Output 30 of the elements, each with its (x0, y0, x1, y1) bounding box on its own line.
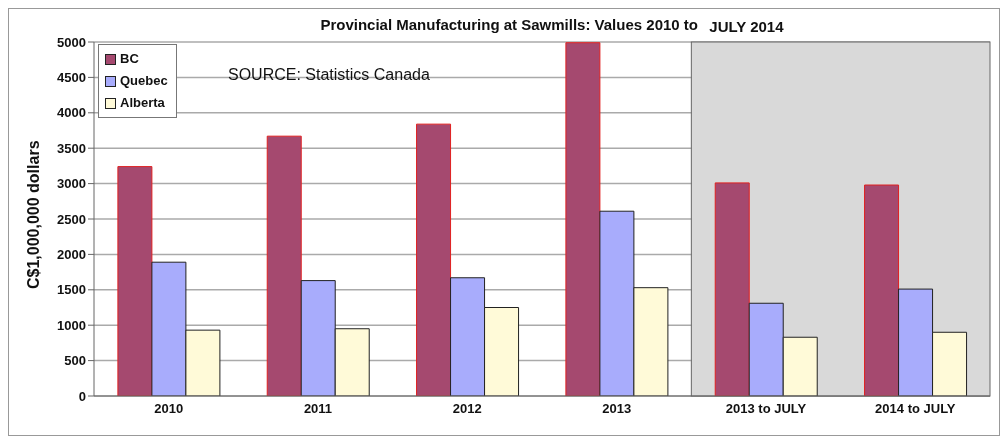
x-tick-label: 2013 (602, 401, 632, 417)
bar (864, 184, 900, 396)
legend-label: Quebec (119, 72, 168, 90)
y-tick-label: 5000 (57, 34, 86, 50)
legend-label: Alberta (119, 94, 166, 112)
annotation: SOURCE: Statistics Canada (228, 66, 430, 84)
y-tick-label: 4500 (57, 70, 86, 86)
y-tick-label: 2500 (57, 211, 86, 227)
y-tick-label: 0 (78, 388, 86, 404)
bar (266, 135, 302, 396)
y-tick-label: 500 (64, 353, 86, 369)
x-tick-label: 2010 (154, 401, 184, 417)
bar (714, 182, 750, 396)
bar (565, 42, 601, 396)
bar (117, 166, 153, 396)
y-axis-title: C$1,000,000 dollars (24, 140, 42, 289)
x-tick-label: 2013 to JULY (725, 401, 807, 417)
legend-label: BC (119, 50, 140, 68)
bar (416, 123, 452, 396)
y-tick-label: 3000 (57, 176, 86, 192)
x-tick-label: 2012 (452, 401, 482, 417)
y-tick-label: 1500 (57, 282, 86, 298)
y-tick-label: 4000 (57, 105, 86, 121)
chart-title: Provincial Manufacturing at Sawmills: Values 2010 to (319, 16, 698, 33)
y-tick-label: 3500 (57, 140, 86, 156)
y-tick-label: 2000 (57, 247, 86, 263)
x-tick-label: 2011 (303, 401, 333, 417)
band-label: JULY 2014 (709, 18, 785, 35)
x-tick-label: 2014 to JULY (875, 401, 956, 417)
y-tick-label: 1000 (57, 317, 86, 333)
